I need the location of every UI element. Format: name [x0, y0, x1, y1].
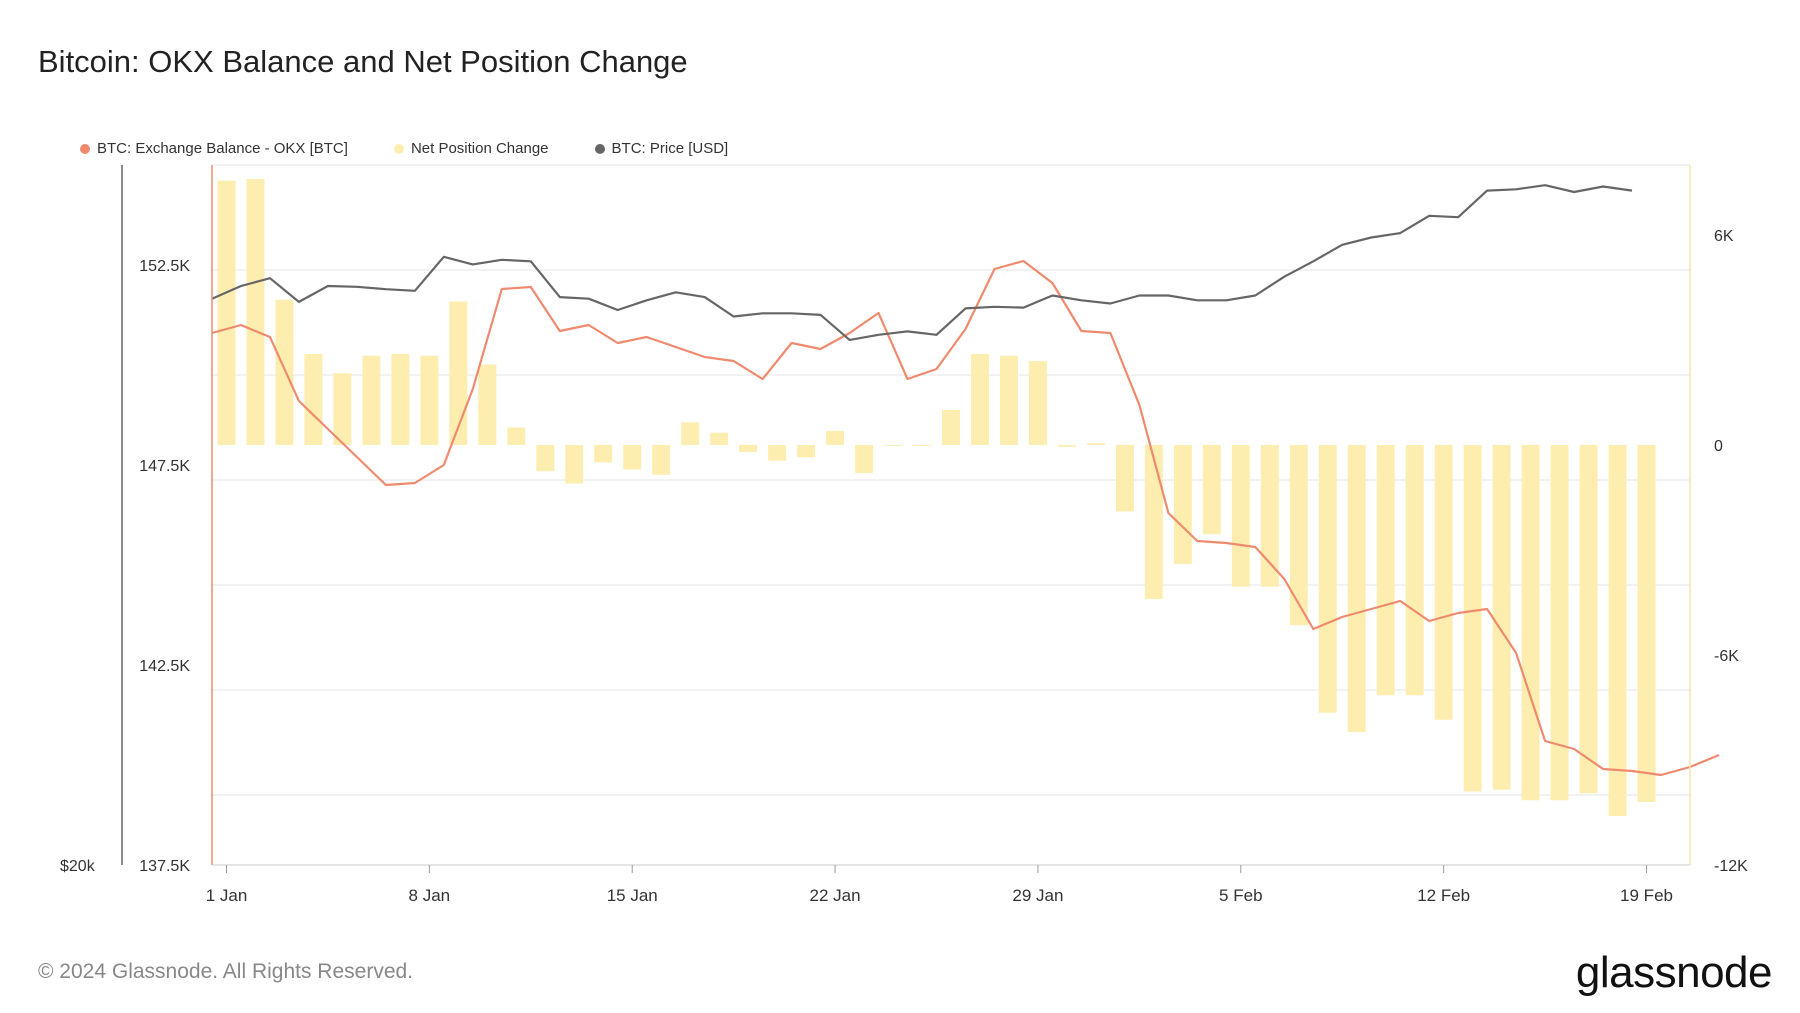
left-tick-label: 152.5K	[139, 258, 190, 275]
net-position-bar	[478, 364, 497, 445]
net-position-bar	[1608, 445, 1627, 816]
net-position-bar	[362, 355, 381, 445]
x-tick-label: 22 Jan	[810, 886, 861, 905]
net-position-bar	[1579, 445, 1598, 794]
net-position-bar	[1057, 445, 1076, 447]
x-tick-label: 15 Jan	[607, 886, 658, 905]
legend-dot-icon	[80, 143, 90, 154]
left-tick-label: 142.5K	[139, 658, 190, 675]
net-position-bar	[652, 445, 671, 475]
right-tick-label: 6K	[1714, 228, 1734, 245]
legend-label: Net Position Change	[410, 140, 549, 157]
right-tick-label: -12K	[1714, 858, 1748, 875]
net-position-bar	[536, 445, 555, 472]
x-tick-label: 29 Jan	[1012, 886, 1063, 905]
net-position-bar	[565, 445, 584, 484]
price-line	[211, 184, 1633, 341]
net-position-bar	[333, 373, 352, 445]
legend-item-exchange-balance[interactable]: BTC: Exchange Balance - OKX [BTC]	[80, 140, 348, 157]
net-position-bar	[681, 422, 700, 445]
chart-title: Bitcoin: OKX Balance and Net Position Ch…	[38, 44, 688, 79]
net-position-bar	[1521, 445, 1540, 801]
net-position-bar	[420, 355, 439, 445]
x-tick-label: 8 Jan	[409, 886, 451, 905]
legend-label: BTC: Price [USD]	[611, 140, 729, 157]
net-position-bar	[855, 445, 874, 473]
net-position-bar	[304, 354, 323, 445]
net-position-bar	[449, 301, 468, 445]
net-position-bar	[942, 410, 960, 445]
net-position-bar	[1289, 445, 1308, 626]
net-position-bars	[217, 179, 1656, 816]
net-position-bar	[797, 445, 816, 458]
net-position-bar	[1405, 445, 1424, 696]
net-position-bar	[970, 354, 989, 445]
net-position-bar	[913, 445, 932, 446]
net-position-bar	[1376, 445, 1395, 696]
net-position-bar	[275, 299, 294, 445]
legend-label: BTC: Exchange Balance - OKX [BTC]	[97, 140, 348, 157]
net-position-bar	[1347, 445, 1366, 732]
x-tick-label: 1 Jan	[206, 886, 248, 905]
net-position-bar	[1028, 361, 1047, 445]
net-position-bar	[594, 445, 613, 463]
net-position-bar	[623, 445, 642, 470]
net-position-bar	[1144, 445, 1163, 599]
net-position-bar	[710, 432, 729, 445]
legend: BTC: Exchange Balance - OKX [BTC] Net Po…	[80, 140, 774, 157]
x-tick-label: 5 Feb	[1219, 886, 1262, 905]
net-position-bar	[507, 427, 526, 445]
axes: 152.5K 147.5K 142.5K 137.5K $20k 6K 0 -6K -12K 1 …	[60, 165, 1748, 905]
x-tick-label: 19 Feb	[1620, 886, 1673, 905]
net-position-bar	[884, 445, 903, 446]
net-position-bar	[391, 354, 410, 445]
net-position-bar	[1231, 445, 1250, 587]
price-tick-label: $20k	[60, 858, 96, 875]
net-position-bar	[739, 445, 758, 452]
net-position-bar	[1202, 445, 1221, 535]
net-position-bar	[1492, 445, 1511, 790]
exchange-balance-line	[211, 259, 1720, 777]
net-position-bar	[217, 180, 236, 445]
net-position-bar	[1637, 445, 1656, 802]
net-position-bar	[1260, 445, 1279, 587]
right-tick-label: -6K	[1714, 648, 1739, 665]
net-position-bar	[1173, 445, 1192, 564]
net-position-bar	[1086, 443, 1105, 445]
legend-dot-icon	[594, 143, 605, 154]
net-position-bar	[1550, 445, 1569, 801]
chart-canvas: 152.5K 147.5K 142.5K 137.5K $20k 6K 0 -6K -12K 1 …	[60, 164, 1748, 905]
net-position-bar	[246, 179, 265, 445]
left-tick-label: 147.5K	[139, 458, 190, 475]
x-tick-label: 12 Feb	[1417, 886, 1470, 905]
copyright-text: © 2024 Glassnode. All Rights Reserved.	[38, 960, 414, 983]
series-lines	[211, 184, 1720, 777]
legend-item-net-position-change[interactable]: Net Position Change	[393, 140, 549, 157]
net-position-bar	[768, 445, 787, 461]
net-position-bar	[1463, 445, 1482, 792]
net-position-bar	[826, 431, 845, 445]
left-tick-label: 137.5K	[139, 858, 190, 875]
net-position-bar	[1115, 445, 1134, 512]
legend-dot-icon	[393, 143, 404, 154]
legend-item-price[interactable]: BTC: Price [USD]	[594, 140, 729, 157]
right-tick-label: 0	[1714, 438, 1723, 455]
net-position-bar	[1318, 445, 1337, 713]
glassnode-logo: glassnode	[1575, 948, 1773, 997]
net-position-bar	[1434, 445, 1453, 720]
net-position-bar	[999, 355, 1018, 445]
